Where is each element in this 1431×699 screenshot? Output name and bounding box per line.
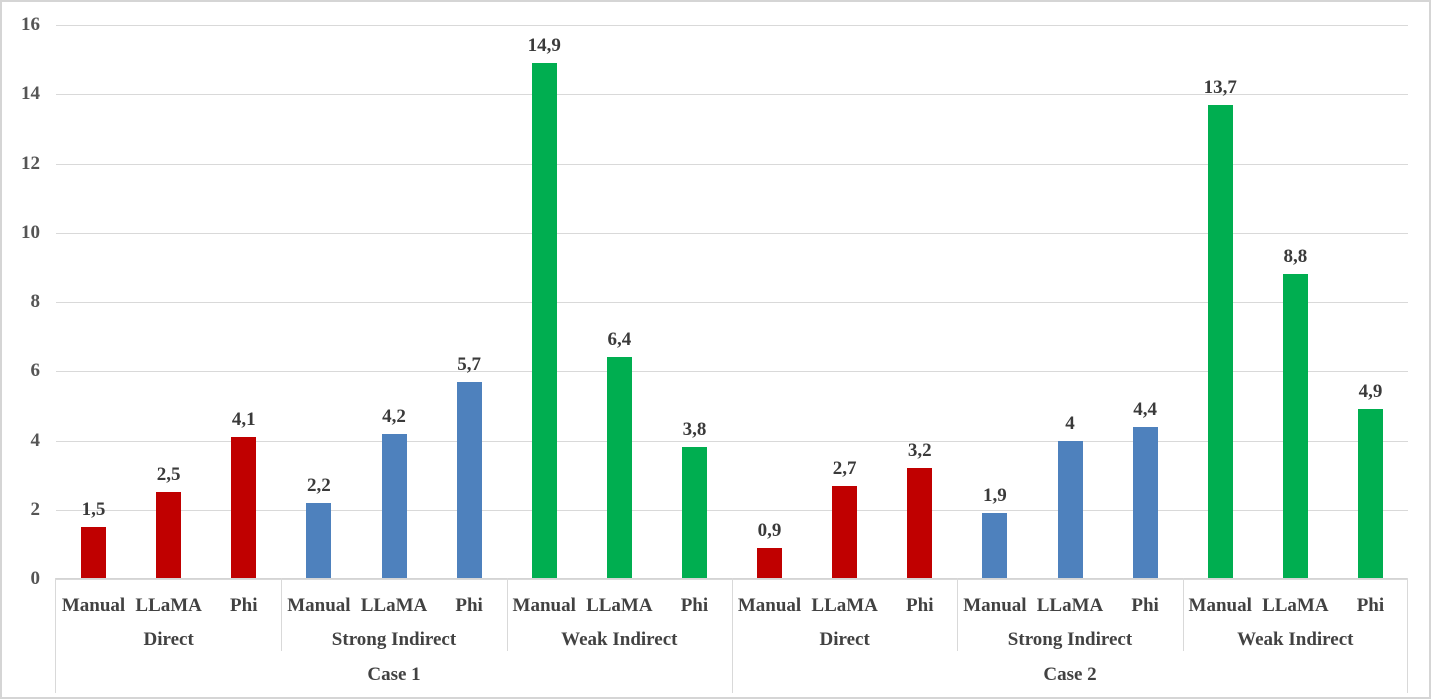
bar — [381, 433, 407, 579]
y-axis-tick-label: 4 — [30, 429, 41, 451]
gridline — [56, 302, 1408, 303]
bar — [1207, 104, 1233, 579]
bar — [1057, 440, 1083, 579]
x-tick-label: Manual — [1188, 595, 1252, 616]
y-axis-tick-label: 6 — [30, 360, 41, 382]
x-tick-label: LLaMA — [586, 595, 653, 616]
bar — [456, 381, 482, 579]
gridline — [56, 371, 1408, 373]
bar — [1357, 409, 1383, 579]
bar — [156, 492, 182, 579]
x-tick-label: Manual — [61, 595, 126, 616]
bar — [81, 527, 107, 579]
y-axis-tick-label: 14 — [21, 83, 40, 105]
axis-table-divider — [732, 578, 733, 693]
bar-value-label: 13,7 — [1203, 76, 1237, 98]
bar-value-label: 2,5 — [156, 464, 181, 486]
x-tick-label: Manual — [512, 595, 576, 616]
bar-value-label: 2,2 — [307, 474, 331, 496]
axis-table-divider — [1407, 578, 1408, 693]
bar-value-label: 5,7 — [457, 353, 481, 375]
bar-value-label: 1,5 — [81, 499, 106, 521]
x-tick-label: Phi — [906, 595, 934, 616]
bar — [231, 437, 257, 579]
bar — [606, 357, 632, 579]
bar — [1282, 274, 1308, 579]
bar — [681, 447, 707, 579]
gridline — [56, 232, 1408, 234]
axis-table-divider — [957, 578, 959, 651]
category-label: Strong Indirect — [331, 629, 457, 650]
bar-value-label: 4 — [1065, 412, 1075, 434]
axis-table-divider — [281, 578, 283, 651]
x-tick-label: LLaMA — [360, 595, 428, 616]
gridline — [56, 25, 1408, 26]
bar-value-label: 4,4 — [1133, 398, 1157, 420]
y-axis-tick-label: 12 — [21, 152, 40, 174]
axis-table-divider — [1182, 578, 1184, 651]
y-axis-tick-label: 16 — [21, 14, 40, 35]
x-tick-label: LLaMA — [811, 595, 878, 616]
x-tick-label: LLaMA — [1262, 595, 1329, 616]
y-axis-tick-label: 0 — [30, 568, 41, 589]
bar-value-label: 14,9 — [527, 35, 561, 57]
x-tick-label: Phi — [230, 595, 258, 616]
x-tick-label: Manual — [287, 595, 351, 616]
gridline — [56, 509, 1408, 511]
bar-value-label: 2,7 — [832, 457, 857, 479]
bar — [757, 547, 783, 579]
axis-table-divider — [506, 578, 508, 651]
case-label: Case 1 — [367, 664, 421, 685]
x-tick-label: Phi — [680, 595, 709, 616]
gridline — [56, 440, 1408, 442]
bar — [832, 485, 858, 579]
category-label: Direct — [819, 629, 870, 650]
bar — [1132, 426, 1158, 579]
x-tick-label: Manual — [737, 595, 802, 616]
y-axis-tick-label: 10 — [21, 221, 40, 243]
bar — [306, 502, 332, 579]
x-tick-label: Phi — [455, 595, 483, 616]
category-label: Weak Indirect — [561, 629, 678, 650]
case-label: Case 2 — [1043, 664, 1097, 685]
x-tick-label: Manual — [963, 595, 1027, 616]
bar — [907, 468, 933, 579]
bar — [531, 63, 557, 579]
category-label: Strong Indirect — [1007, 629, 1133, 650]
bar-value-label: 6,4 — [607, 329, 632, 351]
bar — [982, 513, 1008, 579]
bar-value-label: 4,2 — [382, 405, 406, 427]
x-tick-label: LLaMA — [1036, 595, 1104, 616]
bar-value-label: 3,8 — [682, 419, 707, 441]
axis-table-divider — [55, 578, 56, 693]
gridline — [56, 94, 1408, 96]
bar-value-label: 4,9 — [1358, 381, 1383, 403]
bar-value-label: 1,9 — [983, 485, 1007, 507]
category-label: Direct — [143, 629, 194, 650]
bar-value-label: 3,2 — [907, 440, 932, 462]
x-tick-label: Phi — [1356, 595, 1385, 616]
x-tick-label: LLaMA — [135, 595, 202, 616]
bar-value-label: 0,9 — [757, 519, 782, 541]
y-axis-tick-label: 2 — [30, 498, 41, 520]
category-label: Weak Indirect — [1237, 629, 1354, 650]
bar-value-label: 8,8 — [1283, 246, 1308, 268]
gridline — [56, 163, 1408, 165]
bar-value-label: 4,1 — [231, 409, 256, 431]
y-axis-tick-label: 8 — [30, 291, 41, 312]
x-tick-label: Phi — [1131, 595, 1159, 616]
